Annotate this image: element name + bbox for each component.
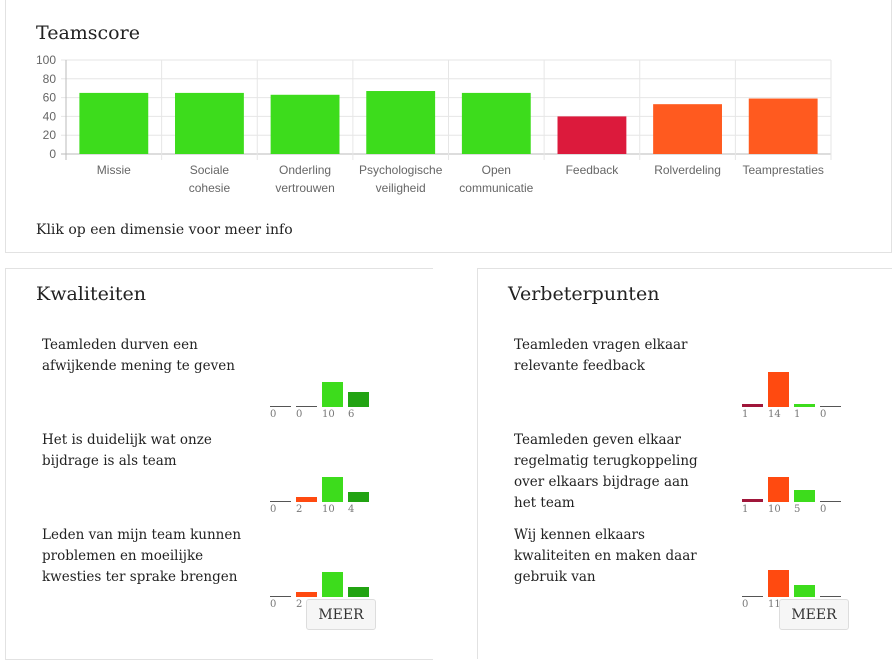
answer-distribution-chart: 0 2 10 4 xyxy=(270,467,380,515)
y-tick-label: 40 xyxy=(43,109,57,123)
category-label[interactable]: cohesie xyxy=(189,181,231,195)
bar[interactable] xyxy=(461,92,531,154)
answer-count: 10 xyxy=(322,504,335,515)
answer-count: 2 xyxy=(296,599,303,610)
answer-bar xyxy=(322,382,343,407)
bar[interactable] xyxy=(748,98,818,154)
item-statement: Leden van mijn team kunnen problemen en … xyxy=(42,527,242,585)
answer-bar xyxy=(296,592,317,597)
category-label[interactable]: Psychologische xyxy=(359,163,443,177)
answer-bar xyxy=(270,406,291,407)
answer-count: 0 xyxy=(742,599,749,610)
answer-bar xyxy=(270,596,291,597)
answer-bar xyxy=(296,497,317,502)
bar[interactable] xyxy=(557,116,627,154)
answer-count: 10 xyxy=(768,504,781,515)
category-label[interactable]: Teamprestaties xyxy=(743,163,824,177)
answer-count: 4 xyxy=(348,504,355,515)
category-label[interactable]: Onderling xyxy=(279,163,331,177)
answer-bar xyxy=(820,406,841,407)
answer-distribution-chart: 1 10 5 0 xyxy=(742,467,852,515)
answer-bar xyxy=(348,587,369,597)
bar[interactable] xyxy=(79,92,149,154)
item-statement: Teamleden vragen elkaar relevante feedba… xyxy=(514,337,688,374)
answer-bar xyxy=(742,499,763,502)
answer-count: 10 xyxy=(322,409,335,420)
y-tick-label: 80 xyxy=(43,72,57,86)
teamscore-chart: 0 20 40 60 80 100 Missie Sociale cohesie Onderlin… xyxy=(36,53,832,195)
answer-bar xyxy=(768,477,789,502)
category-label[interactable]: Missie xyxy=(97,163,131,177)
category-label[interactable]: communicatie xyxy=(459,181,533,195)
improvements-panel: Verbeterpunten Teamleden vragen elkaar r… xyxy=(477,268,892,659)
item-statement: Wij kennen elkaars kwaliteiten en maken … xyxy=(514,527,697,585)
answer-bar xyxy=(794,584,815,597)
answer-distribution-chart: 1 14 1 0 xyxy=(742,372,852,420)
answer-count: 2 xyxy=(296,504,303,515)
y-tick-label: 60 xyxy=(43,91,57,105)
answer-bar xyxy=(820,596,841,597)
answer-count: 0 xyxy=(820,409,827,420)
answer-bar xyxy=(794,404,815,407)
teamscore-hint: Klik op een dimensie voor meer info xyxy=(36,222,293,238)
item-statement: Het is duidelijk wat onze bijdrage is al… xyxy=(42,432,212,469)
answer-bar xyxy=(742,596,763,597)
answer-count: 1 xyxy=(742,504,749,515)
answer-bar xyxy=(768,372,789,407)
bar[interactable] xyxy=(270,94,340,154)
item-statement: Teamleden geven elkaar regelmatig terugk… xyxy=(514,432,698,511)
answer-bar xyxy=(820,501,841,502)
answer-bar xyxy=(348,392,369,407)
category-label[interactable]: veiligheid xyxy=(376,181,426,195)
bar[interactable] xyxy=(653,104,722,154)
answer-bar xyxy=(348,492,369,502)
bar[interactable] xyxy=(175,92,244,154)
qualities-title: Kwaliteiten xyxy=(36,283,147,305)
answer-count: 0 xyxy=(270,504,277,515)
answer-bar xyxy=(270,501,291,502)
bar[interactable] xyxy=(366,91,436,154)
answer-count: 14 xyxy=(768,409,781,420)
answer-count: 6 xyxy=(348,409,355,420)
qualities-panel: Kwaliteiten Teamleden durven een afwijke… xyxy=(5,268,433,660)
answer-bar xyxy=(742,404,763,407)
y-tick-label: 20 xyxy=(43,128,57,142)
answer-count: 0 xyxy=(820,504,827,515)
answer-bar xyxy=(794,489,815,502)
answer-count: 5 xyxy=(794,504,801,515)
answer-count: 0 xyxy=(296,409,303,420)
category-label[interactable]: Sociale xyxy=(190,163,230,177)
y-tick-label: 100 xyxy=(36,53,56,67)
y-tick-label: 0 xyxy=(49,147,56,161)
improvements-more-button[interactable]: MEER xyxy=(779,599,849,630)
improvements-title: Verbeterpunten xyxy=(508,283,660,305)
answer-count: 1 xyxy=(794,409,801,420)
answer-bar xyxy=(322,477,343,502)
answer-bar xyxy=(768,569,789,597)
answer-bar xyxy=(322,572,343,597)
answer-count: 11 xyxy=(768,599,781,610)
answer-count: 1 xyxy=(742,409,749,420)
answer-bar xyxy=(296,406,317,407)
category-label[interactable]: Feedback xyxy=(566,163,620,177)
teamscore-panel: Teamscore 0 20 40 60 80 100 Missie Sociale cohes… xyxy=(5,0,892,253)
answer-count: 0 xyxy=(270,409,277,420)
qualities-more-button[interactable]: MEER xyxy=(306,599,376,630)
category-label[interactable]: vertrouwen xyxy=(275,181,334,195)
item-statement: Teamleden durven een afwijkende mening t… xyxy=(42,337,235,374)
category-label[interactable]: Rolverdeling xyxy=(654,163,721,177)
answer-count: 0 xyxy=(270,599,277,610)
answer-distribution-chart: 0 0 10 6 xyxy=(270,372,380,420)
teamscore-title: Teamscore xyxy=(36,22,140,44)
category-label[interactable]: Open xyxy=(482,163,511,177)
